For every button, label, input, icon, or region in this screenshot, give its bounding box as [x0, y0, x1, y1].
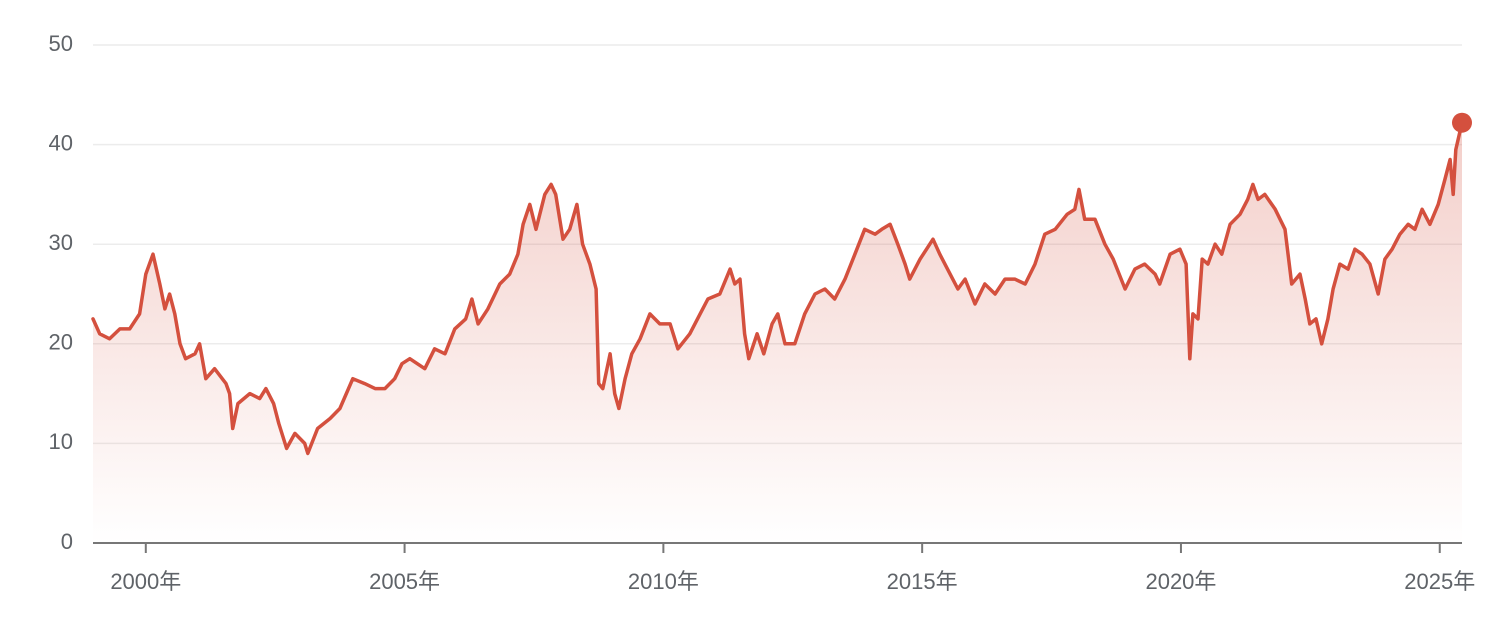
- y-tick-label: 10: [49, 429, 73, 454]
- y-tick-label: 20: [49, 330, 73, 355]
- x-tick-label: 2000年: [110, 569, 181, 594]
- x-tick-label: 2015年: [887, 569, 958, 594]
- y-tick-label: 40: [49, 130, 73, 155]
- end-marker: [1452, 112, 1472, 133]
- area: [93, 122, 1462, 543]
- line: [91, 120, 1464, 456]
- x-tick-label: 2025年: [1404, 569, 1475, 594]
- y-tick-label: 0: [61, 529, 73, 554]
- x-tick-label: 2020年: [1145, 569, 1216, 594]
- x-tick-label: 2005年: [369, 569, 440, 594]
- y-tick-label: 50: [49, 31, 73, 56]
- x-tick-label: 2010年: [628, 569, 699, 594]
- y-tick-label: 30: [49, 230, 73, 255]
